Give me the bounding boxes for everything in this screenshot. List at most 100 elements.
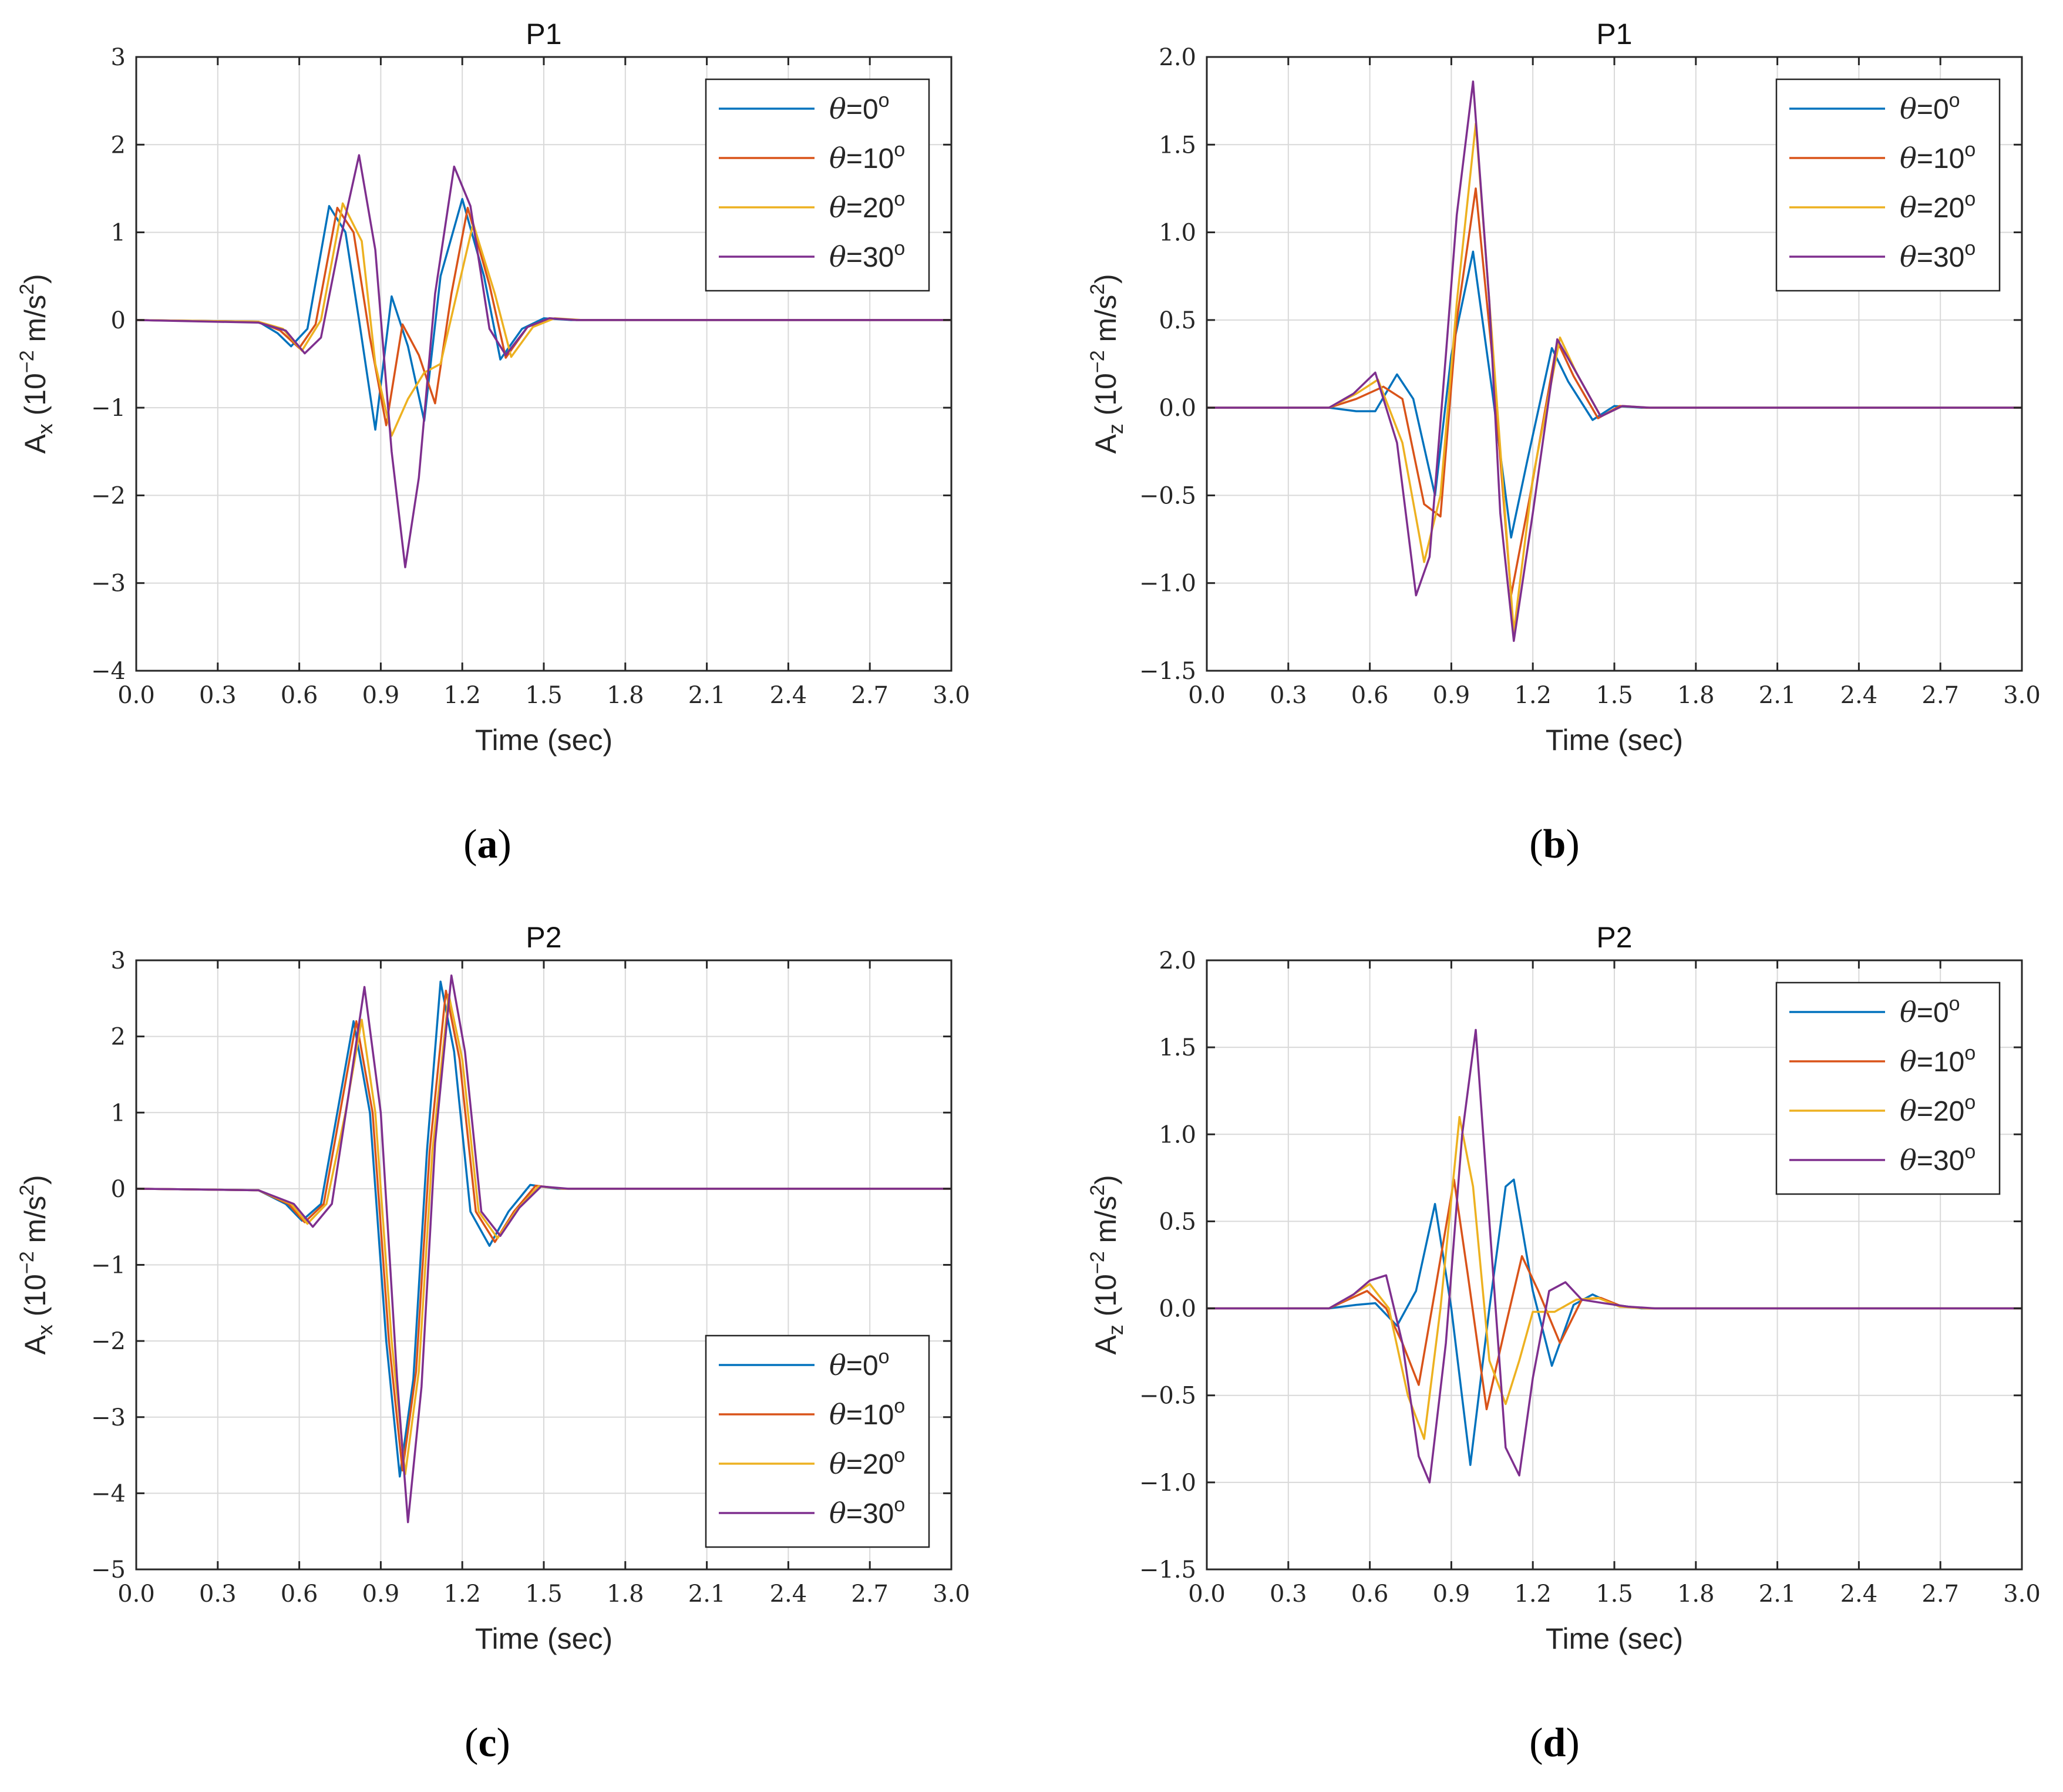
y-tick-label: 0.0: [1159, 1296, 1196, 1323]
legend-label: θ=30o: [829, 237, 905, 274]
x-tick-label: 2.7: [851, 1581, 889, 1608]
y-axis-title: Az (10−2 m/s2): [1086, 1175, 1128, 1354]
x-tick-label: 2.1: [1759, 682, 1796, 709]
chart-title: P1: [526, 18, 561, 51]
x-tick-label: 0.6: [281, 682, 318, 709]
x-axis-title: Time (sec): [1546, 724, 1683, 757]
y-tick-label: −2: [91, 1328, 126, 1355]
chart-title: P2: [1596, 921, 1632, 954]
chart-title: P1: [1596, 18, 1632, 51]
chart-panel-b: 0.0 0.3 0.6 0.9 1.2 1.5 1.8 2.1 2.4 2.7 3.0 −1.5 −1.…: [1086, 18, 2041, 867]
y-tick-label: 0.5: [1159, 307, 1196, 334]
y-tick-label: 0.5: [1159, 1208, 1196, 1235]
x-tick-label: 0.0: [117, 682, 155, 709]
y-tick-label: −4: [91, 658, 126, 685]
x-tick-label: 0.9: [362, 682, 400, 709]
legend-label: θ=20o: [829, 1444, 905, 1481]
legend-box: [1775, 78, 2001, 292]
x-tick-label: 0.9: [1433, 1581, 1470, 1608]
legend: θ=0o θ=10o θ=20o θ=30o: [1775, 981, 2001, 1195]
y-tick-label: −5: [91, 1556, 126, 1583]
y-tick-label: 2: [111, 1024, 126, 1051]
y-tick-label: 0: [111, 307, 126, 334]
legend-label: θ=30o: [1900, 237, 1976, 274]
y-tick-label: 2: [111, 132, 126, 159]
x-tick-label: 0.3: [1270, 682, 1307, 709]
x-tick-label: 2.7: [851, 682, 889, 709]
x-axis-title: Time (sec): [475, 724, 612, 757]
x-tick-label: 2.4: [770, 1581, 807, 1608]
x-tick-label: 1.8: [607, 1581, 644, 1608]
legend-label: θ=10o: [829, 139, 905, 175]
y-tick-label: −4: [91, 1480, 126, 1507]
x-tick-label: 0.6: [1351, 682, 1389, 709]
x-tick-label: 0.6: [281, 1581, 318, 1608]
x-tick-label: 1.8: [1677, 1581, 1715, 1608]
x-tick-label: 0.9: [1433, 682, 1470, 709]
x-tick-label: 1.2: [443, 682, 481, 709]
x-tick-label: 1.5: [1596, 1581, 1633, 1608]
x-tick-label: 3.0: [2003, 1581, 2041, 1608]
x-tick-label: 2.7: [1921, 1581, 1959, 1608]
chart-title: P2: [526, 921, 561, 954]
legend-label: θ=30o: [1900, 1141, 1976, 1177]
panel-caption: (c): [465, 1720, 510, 1766]
x-tick-label: 2.4: [1840, 682, 1878, 709]
x-tick-label: 1.8: [607, 682, 644, 709]
y-tick-label: 2.0: [1159, 44, 1196, 71]
x-tick-label: 0.0: [1188, 1581, 1226, 1608]
x-axis-title: Time (sec): [1546, 1622, 1683, 1655]
y-tick-label: −1: [91, 395, 126, 422]
x-tick-label: 2.1: [1759, 1581, 1796, 1608]
y-tick-label: −1: [91, 1252, 126, 1279]
legend: θ=0o θ=10o θ=20o θ=30o: [1775, 78, 2001, 292]
x-tick-label: 2.1: [688, 1581, 726, 1608]
x-tick-label: 1.5: [1596, 682, 1633, 709]
y-tick-label: −1.5: [1139, 658, 1196, 685]
x-tick-label: 3.0: [933, 682, 970, 709]
x-tick-label: 0.3: [199, 1581, 237, 1608]
y-tick-label: 0: [111, 1176, 126, 1203]
series-line-theta-20: [1207, 1115, 2022, 1440]
series-line-theta-30: [136, 154, 951, 569]
y-tick-label: −0.5: [1139, 1383, 1196, 1410]
series-line-theta-30: [1207, 80, 2022, 642]
x-tick-label: 1.5: [525, 682, 563, 709]
y-tick-label: 1.5: [1159, 1034, 1196, 1061]
chart-panel-d: 0.0 0.3 0.6 0.9 1.2 1.5 1.8 2.1 2.4 2.7 3.0 −1.5 −1.…: [1086, 921, 2041, 1766]
y-axis-title: Az (10−2 m/s2): [1086, 274, 1128, 453]
x-tick-label: 1.2: [443, 1581, 481, 1608]
x-tick-label: 0.0: [117, 1581, 155, 1608]
y-tick-label: −3: [91, 1404, 126, 1431]
panel-caption: (d): [1529, 1720, 1580, 1766]
series-line-theta-30: [136, 974, 951, 1524]
x-tick-label: 1.2: [1514, 1581, 1552, 1608]
legend-label: θ=0o: [829, 1346, 890, 1382]
x-tick-label: 2.7: [1921, 682, 1959, 709]
x-tick-label: 0.0: [1188, 682, 1226, 709]
x-tick-label: 1.5: [525, 1581, 563, 1608]
legend-label: θ=10o: [1900, 139, 1976, 175]
x-axis-title: Time (sec): [475, 1622, 612, 1655]
x-tick-label: 1.8: [1677, 682, 1715, 709]
y-tick-label: −0.5: [1139, 482, 1196, 509]
y-tick-label: 2.0: [1159, 947, 1196, 974]
legend-box: [1775, 981, 2001, 1195]
chart-panel-c: 0.0 0.3 0.6 0.9 1.2 1.5 1.8 2.1 2.4 2.7 3.0 −5 −4 −3 −…: [16, 921, 970, 1766]
series-line-theta-0: [1207, 1178, 2022, 1466]
series-line-theta-10: [136, 990, 951, 1472]
legend-label: θ=0o: [829, 89, 890, 126]
legend-label: θ=20o: [829, 188, 905, 224]
legend-label: θ=30o: [829, 1494, 905, 1530]
legend-label: θ=10o: [1900, 1042, 1976, 1078]
x-tick-label: 0.3: [1270, 1581, 1307, 1608]
y-axis-title: Ax (10−2 m/s2): [16, 274, 57, 453]
legend: θ=0o θ=10o θ=20o θ=30o: [705, 78, 930, 292]
x-tick-label: 3.0: [933, 1581, 970, 1608]
series-line-theta-30: [1207, 1028, 2022, 1484]
y-axis-title: Ax (10−2 m/s2): [16, 1175, 57, 1354]
legend-label: θ=0o: [1900, 993, 1960, 1029]
series-line-theta-20: [136, 202, 951, 437]
y-tick-label: 3: [111, 44, 126, 71]
